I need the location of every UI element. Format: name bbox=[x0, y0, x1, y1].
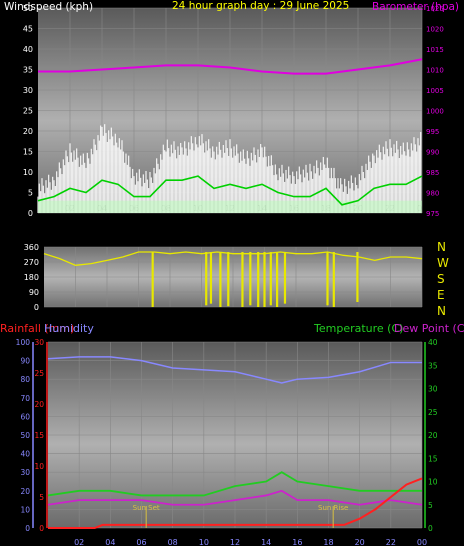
panel1-right-tick-label: 975 bbox=[426, 210, 439, 218]
panel1-left-tick-label: 30 bbox=[23, 86, 33, 95]
panel1-right-tick-label: 980 bbox=[426, 190, 439, 198]
panel3-x-tick-label: 00 bbox=[417, 538, 427, 546]
panel3-x-tick-label: 16 bbox=[292, 538, 302, 546]
panel2-compass-label: N bbox=[437, 240, 446, 254]
humidity-tick-label: 10 bbox=[20, 505, 30, 514]
panel2-left-tick-label: 180 bbox=[24, 273, 39, 282]
humidity-tick-label: 100 bbox=[16, 338, 31, 347]
barometer-line bbox=[38, 58, 423, 75]
panel2-left-tick-label: 0 bbox=[34, 303, 39, 312]
temperature-tick-label: 15 bbox=[428, 454, 438, 463]
panel1-left-axis-title: Windspeed (kph) bbox=[4, 1, 93, 13]
temperature-tick-label: 0 bbox=[428, 524, 433, 533]
panel3-x-tick-label: 14 bbox=[261, 538, 271, 546]
panel1-left-tick-label: 10 bbox=[23, 168, 33, 177]
humidity-line bbox=[47, 356, 422, 384]
panel1-right-tick-label: 1000 bbox=[426, 108, 444, 116]
panel1-left-tick-label: 35 bbox=[23, 66, 33, 75]
dewpoint-axis-title: Dew Point (C) bbox=[394, 322, 464, 335]
panel2-compass-label: E bbox=[437, 288, 445, 302]
panel1-left-tick-label: 0 bbox=[28, 209, 33, 218]
wind-light-band bbox=[38, 200, 422, 213]
panel1-left-tick-label: 45 bbox=[23, 25, 33, 34]
humidity-tick-label: 0 bbox=[25, 524, 30, 533]
humidity-tick-label: 40 bbox=[20, 450, 30, 459]
panel3-x-tick-label: 12 bbox=[230, 538, 240, 546]
panel2-compass-label: W bbox=[437, 256, 449, 270]
panel1-left-tick-label: 5 bbox=[28, 189, 33, 198]
rainfall-tick-label: 15 bbox=[34, 431, 44, 440]
panel2-left-tick-label: 360 bbox=[24, 243, 39, 252]
rainfall-tick-label: 10 bbox=[34, 462, 44, 471]
temperature-tick-label: 20 bbox=[428, 431, 438, 440]
panel1-right-tick-label: 1025 bbox=[426, 5, 444, 13]
panel3-x-tick-label: 02 bbox=[74, 538, 84, 546]
rainfall-tick-label: 25 bbox=[34, 369, 44, 378]
panel1-right-tick-label: 990 bbox=[426, 149, 439, 157]
panel1-right-tick-label: 1010 bbox=[426, 67, 444, 75]
panel3-x-tick-label: 04 bbox=[105, 538, 115, 546]
rainfall-axis-title: Rainfall (mm) bbox=[0, 322, 74, 335]
temperature-tick-label: 10 bbox=[428, 478, 438, 487]
panel1-right-tick-label: 1020 bbox=[426, 26, 444, 34]
temperature-tick-label: 25 bbox=[428, 408, 438, 417]
humidity-tick-label: 80 bbox=[20, 375, 30, 384]
panel3-x-tick-label: 20 bbox=[355, 538, 365, 546]
humidity-tick-label: 20 bbox=[20, 487, 30, 496]
panel3-x-tick-label: 06 bbox=[136, 538, 146, 546]
humidity-tick-label: 90 bbox=[20, 357, 30, 366]
temperature-tick-label: 5 bbox=[428, 501, 433, 510]
panel3-x-tick-label: 18 bbox=[323, 538, 333, 546]
humidity-tick-label: 30 bbox=[20, 468, 30, 477]
rainfall-tick-label: 0 bbox=[39, 524, 44, 533]
humidity-axis-title: Humidity bbox=[44, 322, 94, 335]
panel2-left-tick-label: 90 bbox=[29, 288, 39, 297]
wind-average-line bbox=[37, 175, 423, 206]
panel1-left-tick-label: 15 bbox=[23, 148, 33, 157]
panel1-left-tick-label: 25 bbox=[23, 107, 33, 116]
wind-direction-line bbox=[43, 251, 423, 266]
rainfall-tick-label: 30 bbox=[34, 338, 44, 347]
panel2-compass-label: N bbox=[437, 304, 446, 318]
panel1-right-tick-label: 1015 bbox=[426, 46, 444, 54]
panel2-left-tick-label: 270 bbox=[24, 258, 39, 267]
temperature-line bbox=[47, 471, 422, 497]
panel1-left-tick-label: 50 bbox=[23, 4, 33, 13]
panel1-right-tick-label: 985 bbox=[426, 169, 439, 177]
rainfall-tick-label: 5 bbox=[39, 493, 44, 502]
rainfall-tick-label: 20 bbox=[34, 400, 44, 409]
panel2-compass-label: S bbox=[437, 272, 445, 286]
sun-marker-label: Sun Set bbox=[133, 504, 160, 512]
panel1-left-tick-label: 20 bbox=[23, 127, 33, 136]
panel1-right-tick-label: 1005 bbox=[426, 87, 444, 95]
sun-marker-label: Sun Rise bbox=[318, 504, 348, 512]
temperature-tick-label: 40 bbox=[428, 338, 438, 347]
chart-title: 24 hour graph day : 29 June 2025 bbox=[172, 0, 349, 12]
panel3-x-tick-label: 22 bbox=[386, 538, 396, 546]
humidity-tick-label: 60 bbox=[20, 412, 30, 421]
panel1-right-tick-label: 995 bbox=[426, 128, 439, 136]
dewpoint-line bbox=[47, 489, 423, 506]
panel3-x-tick-label: 08 bbox=[168, 538, 178, 546]
panel1-right-axis-title: Barometer (hpa) bbox=[372, 1, 459, 13]
panel3-x-tick-label: 10 bbox=[199, 538, 209, 546]
humidity-tick-label: 50 bbox=[20, 431, 30, 440]
temperature-axis-title: Temperature (C) bbox=[313, 322, 403, 335]
panel1-left-tick-label: 40 bbox=[23, 45, 33, 54]
temperature-tick-label: 30 bbox=[428, 385, 438, 394]
rainfall-line bbox=[48, 477, 423, 529]
temperature-tick-label: 35 bbox=[428, 361, 438, 370]
humidity-tick-label: 70 bbox=[20, 394, 30, 403]
